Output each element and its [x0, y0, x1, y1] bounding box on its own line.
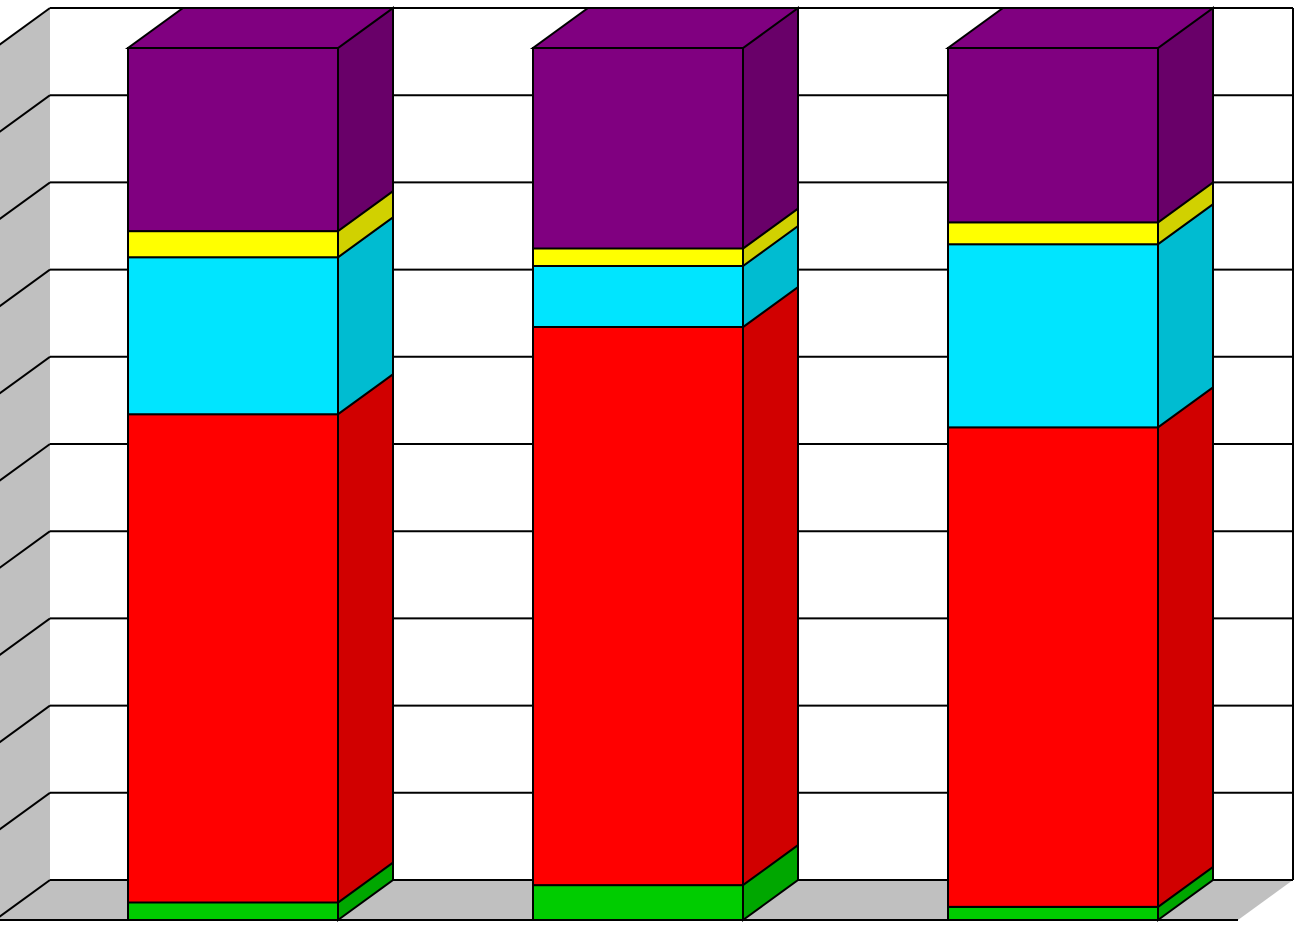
stacked-bar-3d-chart — [0, 0, 1301, 928]
bar-C-purple-front — [948, 48, 1158, 222]
bar-A-red-side — [338, 374, 393, 902]
bar-B-red-front — [533, 327, 743, 885]
bar-B-purple-side — [743, 8, 798, 249]
bar-C-yellow-front — [948, 222, 1158, 244]
bar-C-cyan-front — [948, 244, 1158, 427]
chart-left-wall — [0, 8, 50, 920]
bar-B-green-front — [533, 885, 743, 920]
bar-C-red-front — [948, 427, 1158, 907]
bar-A-purple-front — [128, 48, 338, 231]
bar-C-red-side — [1158, 387, 1213, 907]
bar-B-red-side — [743, 287, 798, 885]
bar-B-yellow-front — [533, 249, 743, 266]
bar-B-purple-front — [533, 48, 743, 249]
bar-C-green-front — [948, 907, 1158, 920]
bar-A-cyan-front — [128, 257, 338, 414]
bar-A-red-front — [128, 414, 338, 902]
bar-A-green-front — [128, 903, 338, 920]
bar-B-cyan-front — [533, 266, 743, 327]
bar-A-yellow-front — [128, 231, 338, 257]
